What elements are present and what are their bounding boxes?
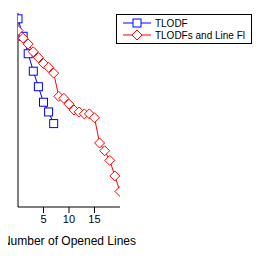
svg-text:10: 10 [63, 213, 75, 225]
html-text:TLODFs and Line Fl: TLODFs and Line Fl [155, 29, 245, 41]
svg-text:Number of Opened Lines: Number of Opened Lines [8, 234, 136, 248]
svg-text:15: 15 [88, 213, 100, 225]
svg-text:5: 5 [40, 213, 46, 225]
html-text:TLODF: TLODF [155, 17, 188, 29]
